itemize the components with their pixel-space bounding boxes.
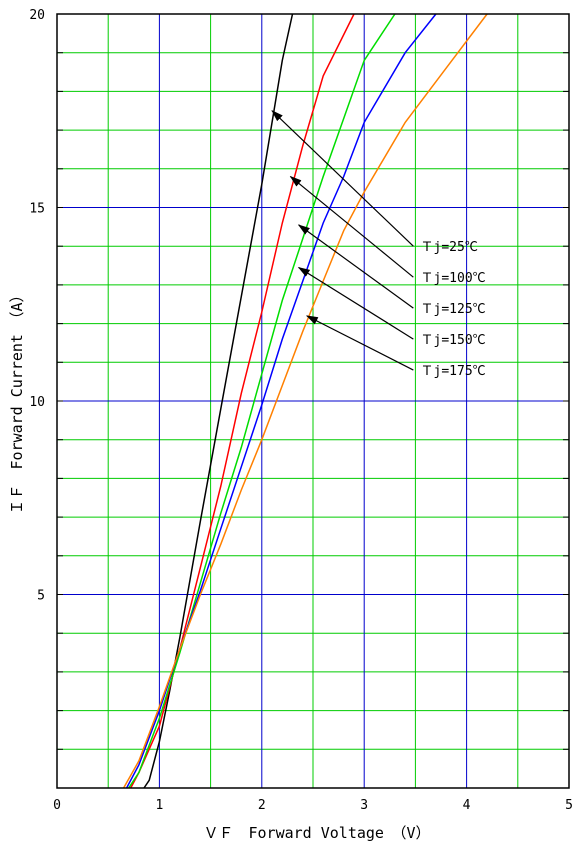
series-layer — [122, 13, 488, 789]
x-tick-label: 0 — [53, 798, 61, 813]
y-axis-title: ＩＦ Forward Current （A） — [8, 288, 26, 515]
annotation-layer: Ｔj=25℃ Ｔj=100℃ Ｔj=125℃ Ｔj=150℃ Ｔj=175℃ — [271, 110, 486, 379]
x-tick-label: 4 — [463, 798, 471, 813]
series-line-4 — [122, 13, 488, 789]
annotation-label-1: Ｔj=100℃ — [421, 271, 486, 286]
annotation-label-3: Ｔj=150℃ — [421, 333, 486, 348]
x-tick-label: 1 — [155, 798, 163, 813]
y-tick-label: 10 — [29, 395, 45, 410]
series-line-3 — [125, 13, 437, 789]
y-tick-label: 5 — [37, 589, 45, 604]
annotation-arrow-0 — [271, 110, 414, 247]
major-grid — [57, 14, 569, 788]
x-tick-label: 3 — [360, 798, 368, 813]
annotation-arrow-2 — [297, 224, 414, 309]
y-tick-label: 15 — [29, 202, 45, 217]
plot-frame — [56, 13, 570, 789]
annotation-arrow-4 — [305, 315, 414, 371]
series-line-2 — [128, 13, 396, 789]
x-tick-label: 2 — [258, 798, 266, 813]
annotation-arrow-3 — [297, 266, 414, 340]
series-line-0 — [143, 13, 294, 789]
series-line-1 — [130, 13, 355, 789]
x-tick-label: 5 — [565, 798, 573, 813]
x-axis-title: ＶＦ Forward Voltage （V） — [204, 824, 431, 842]
annotation-label-0: Ｔj=25℃ — [421, 240, 478, 255]
annotation-label-4: Ｔj=175℃ — [421, 364, 486, 379]
annotation-label-2: Ｔj=125℃ — [421, 302, 486, 317]
annotation-arrow-1 — [289, 175, 414, 278]
x-tick-labels: 0 1 2 3 4 5 — [53, 798, 573, 813]
y-tick-labels: 5 10 15 20 — [29, 8, 45, 604]
y-tick-label: 20 — [29, 8, 45, 23]
